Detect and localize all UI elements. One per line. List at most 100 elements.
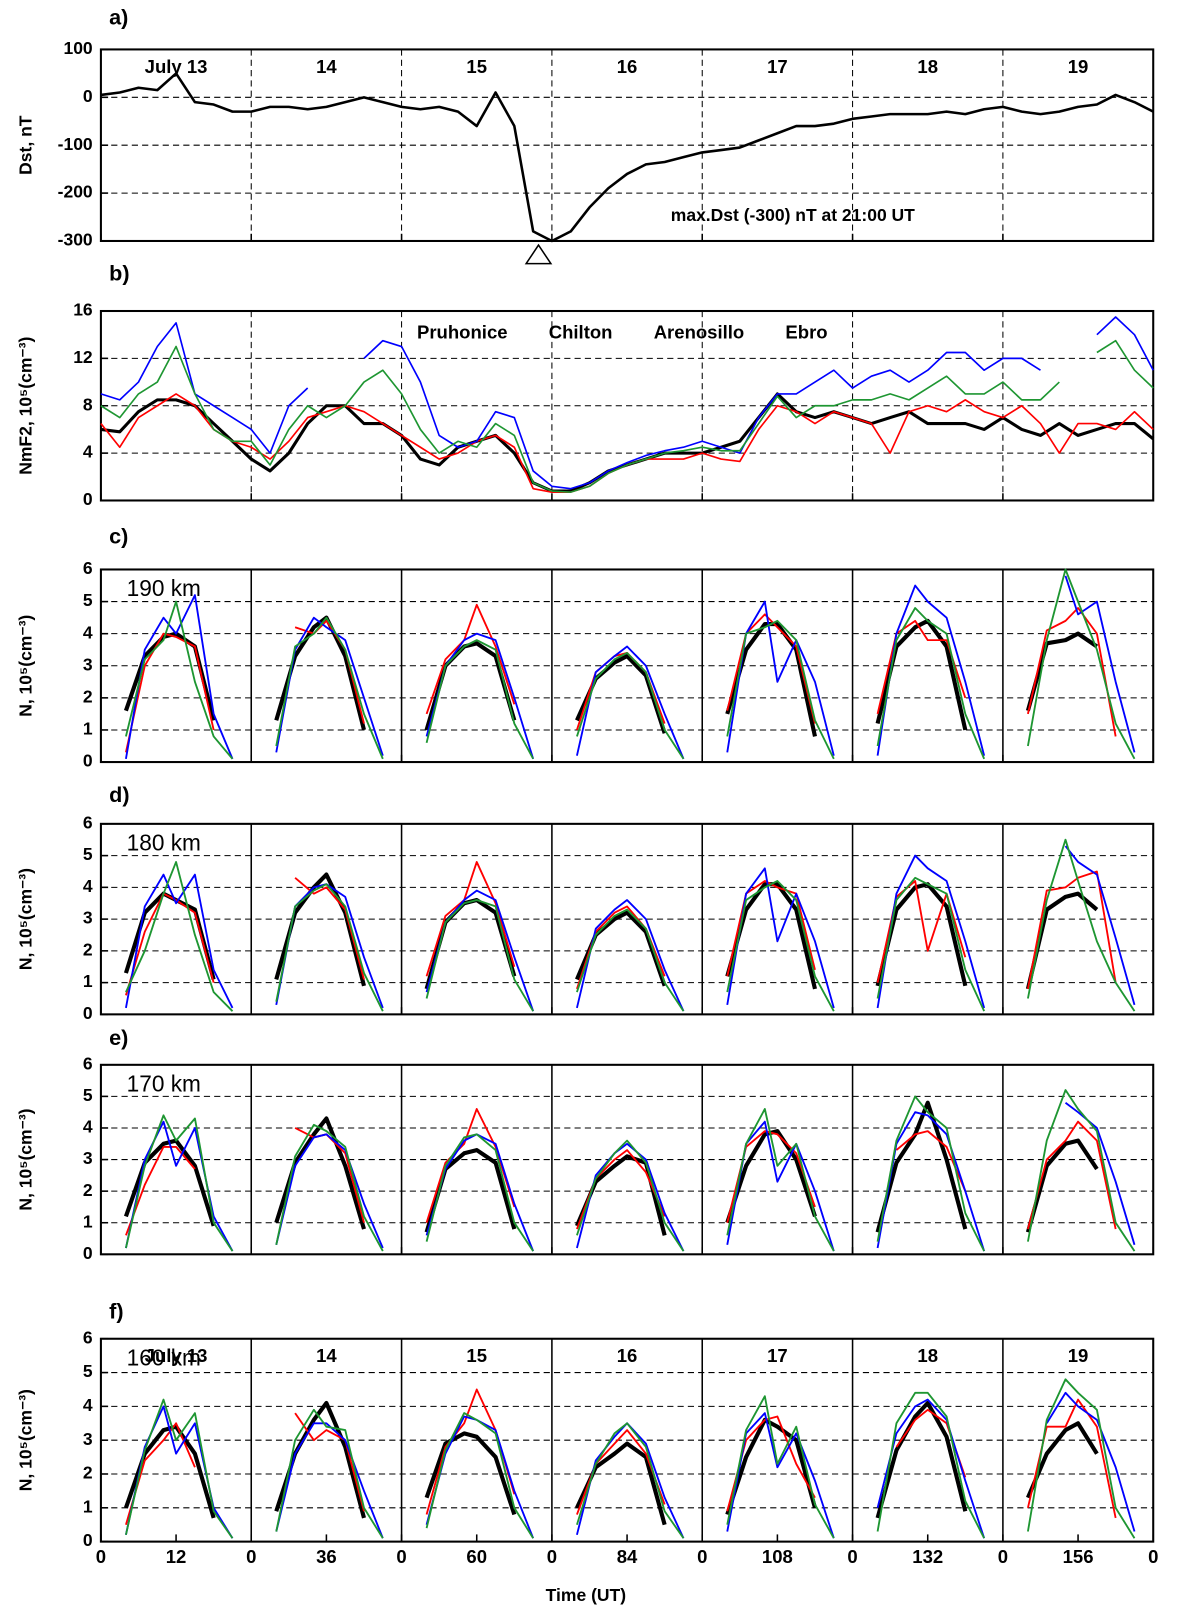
y-tick-label: -100 bbox=[58, 134, 93, 154]
y-tick-label: 8 bbox=[83, 394, 93, 414]
y-tick-label: 4 bbox=[83, 622, 93, 642]
legend-entry: Ebro bbox=[785, 322, 827, 343]
legend-entry: Arenosillo bbox=[654, 322, 745, 343]
y-tick-label: 3 bbox=[83, 908, 93, 928]
x-tick-label: 0 bbox=[998, 1546, 1008, 1567]
x-tick-label: 0 bbox=[1148, 1546, 1158, 1567]
series-line bbox=[100, 72, 1154, 243]
y-tick-label: 5 bbox=[83, 1361, 93, 1381]
y-tick-label: 1 bbox=[83, 1496, 93, 1516]
annotation: max.Dst (-300) nT at 21:00 UT bbox=[671, 205, 915, 225]
series-line bbox=[123, 872, 1099, 990]
x-tick-label: 0 bbox=[547, 1546, 557, 1567]
day-label: 15 bbox=[466, 1345, 487, 1366]
altitude-label: 170 km bbox=[127, 1070, 201, 1096]
day-label: 18 bbox=[917, 56, 938, 77]
series-line bbox=[125, 575, 1136, 760]
series-line bbox=[125, 1391, 1136, 1539]
y-tick-label: 4 bbox=[83, 876, 93, 896]
y-tick-label: 0 bbox=[83, 1530, 93, 1550]
day-label: 15 bbox=[466, 56, 487, 77]
y-tick-label: 0 bbox=[83, 1003, 93, 1023]
y-tick-label: 0 bbox=[83, 1243, 93, 1263]
y-tick-label: 3 bbox=[83, 1429, 93, 1449]
y-tick-label: 5 bbox=[83, 844, 93, 864]
x-tick-label: 84 bbox=[617, 1546, 638, 1567]
y-axis-label: N, 10⁵(cm⁻³) bbox=[15, 1109, 35, 1211]
y-axis-label: N, 10⁵(cm⁻³) bbox=[15, 868, 35, 970]
x-tick-label: 0 bbox=[246, 1546, 256, 1567]
y-axis-label: N, 10⁵(cm⁻³) bbox=[15, 1389, 35, 1491]
series-line bbox=[125, 845, 1136, 1012]
y-tick-label: 4 bbox=[83, 1117, 93, 1137]
x-tick-label: 36 bbox=[316, 1546, 337, 1567]
panel-label: c) bbox=[109, 523, 128, 548]
altitude-label: 160 km bbox=[127, 1344, 201, 1370]
y-tick-label: 4 bbox=[83, 1395, 93, 1415]
x-tick-label: 132 bbox=[912, 1546, 943, 1567]
y-tick-label: 12 bbox=[73, 347, 93, 367]
panel-label: d) bbox=[109, 782, 129, 807]
y-tick-label: 6 bbox=[83, 1053, 93, 1073]
series-line bbox=[125, 603, 1117, 753]
x-tick-label: 0 bbox=[847, 1546, 857, 1567]
y-tick-label: 0 bbox=[83, 489, 93, 509]
series-line bbox=[100, 339, 1154, 493]
day-label: 18 bbox=[917, 1345, 938, 1366]
panel-label: b) bbox=[109, 261, 129, 286]
y-tick-label: 6 bbox=[83, 1327, 93, 1347]
y-tick-label: 3 bbox=[83, 1148, 93, 1168]
series-line bbox=[100, 393, 1154, 493]
series-line bbox=[125, 1089, 1136, 1252]
y-axis-label: Dst, nT bbox=[15, 115, 35, 175]
y-tick-label: 2 bbox=[83, 1463, 93, 1483]
series-line bbox=[100, 392, 1155, 493]
series-line bbox=[125, 838, 1136, 1012]
y-tick-label: 100 bbox=[63, 38, 92, 58]
panel-label: f) bbox=[109, 1299, 123, 1324]
y-tick-label: 1 bbox=[83, 1211, 93, 1231]
panel-label: a) bbox=[109, 4, 128, 29]
y-tick-label: -200 bbox=[58, 182, 93, 202]
series-line bbox=[123, 1100, 1099, 1236]
y-tick-label: 5 bbox=[83, 590, 93, 610]
day-label: 19 bbox=[1068, 56, 1089, 77]
day-label: 19 bbox=[1068, 1345, 1089, 1366]
y-axis-label: NmF2, 10⁵(cm⁻³) bbox=[15, 337, 35, 475]
x-tick-label: 12 bbox=[166, 1546, 187, 1567]
series-line bbox=[100, 316, 1154, 490]
y-tick-label: 0 bbox=[83, 86, 93, 106]
day-label: July 13 bbox=[145, 1345, 208, 1366]
day-label: 17 bbox=[767, 56, 788, 77]
y-tick-label: 16 bbox=[73, 300, 93, 320]
x-tick-label: 0 bbox=[96, 1546, 106, 1567]
y-tick-label: 2 bbox=[83, 686, 93, 706]
series-line bbox=[125, 568, 1136, 760]
series-line bbox=[125, 1101, 1136, 1252]
x-tick-label: 0 bbox=[697, 1546, 707, 1567]
y-tick-label: 6 bbox=[83, 558, 93, 578]
altitude-label: 190 km bbox=[127, 575, 201, 601]
series-line bbox=[125, 1378, 1136, 1539]
y-tick-label: 2 bbox=[83, 1180, 93, 1200]
day-label: 17 bbox=[767, 1345, 788, 1366]
legend-entry: Pruhonice bbox=[417, 322, 508, 343]
storm-marker bbox=[524, 243, 553, 265]
x-tick-label: 60 bbox=[466, 1546, 487, 1567]
y-tick-label: 6 bbox=[83, 812, 93, 832]
y-tick-label: 0 bbox=[83, 751, 93, 771]
y-tick-label: 4 bbox=[83, 442, 93, 462]
series-line bbox=[125, 1388, 1117, 1525]
y-tick-label: 1 bbox=[83, 719, 93, 739]
x-tick-label: 156 bbox=[1063, 1546, 1094, 1567]
y-tick-label: -300 bbox=[58, 230, 93, 250]
y-tick-label: 3 bbox=[83, 654, 93, 674]
day-label: 16 bbox=[617, 1345, 638, 1366]
day-label: 14 bbox=[316, 1345, 337, 1366]
legend-entry: Chilton bbox=[549, 322, 613, 343]
x-axis-label: Time (UT) bbox=[546, 1585, 626, 1605]
altitude-label: 180 km bbox=[127, 829, 201, 855]
day-label: 16 bbox=[617, 56, 638, 77]
